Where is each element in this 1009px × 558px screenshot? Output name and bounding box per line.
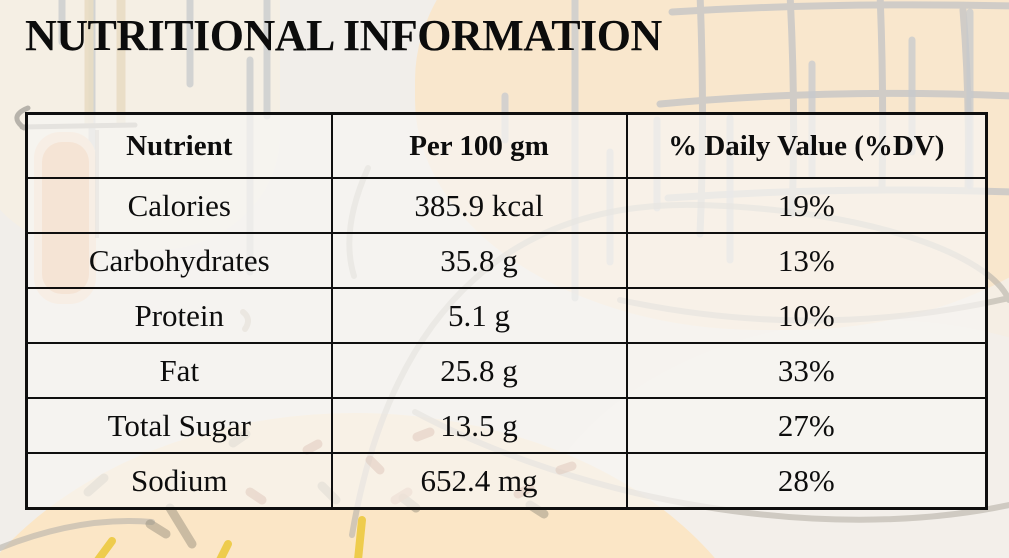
table-row: Protein 5.1 g 10% [25,287,988,344]
table-row: Carbohydrates 35.8 g 13% [25,232,988,289]
column-header-nutrient: Nutrient [25,112,333,179]
cell-amount: 13.5 g [330,397,628,454]
fries-icon [94,516,366,558]
page-title: NUTRITIONAL INFORMATION [25,11,662,60]
cell-nutrient: Carbohydrates [25,232,333,289]
cell-amount: 25.8 g [330,342,628,399]
cell-amount: 652.4 mg [330,452,628,510]
table-row: Total Sugar 13.5 g 27% [25,397,988,454]
cell-daily-value: 33% [625,342,988,399]
cell-nutrient: Sodium [25,452,333,510]
table-row: Fat 25.8 g 33% [25,342,988,399]
cell-daily-value: 13% [625,232,988,289]
cell-amount: 35.8 g [330,232,628,289]
cell-nutrient: Protein [25,287,333,344]
table-row: Calories 385.9 kcal 19% [25,177,988,234]
cell-daily-value: 19% [625,177,988,234]
cell-nutrient: Calories [25,177,333,234]
cell-nutrient: Total Sugar [25,397,333,454]
column-header-per-100gm: Per 100 gm [330,112,628,179]
cell-amount: 385.9 kcal [330,177,628,234]
nutrition-table: Nutrient Per 100 gm % Daily Value (%DV) … [25,112,988,510]
table-row: Sodium 652.4 mg 28% [25,452,988,510]
nutrition-table-container: Nutrient Per 100 gm % Daily Value (%DV) … [25,112,988,510]
cell-daily-value: 27% [625,397,988,454]
cell-amount: 5.1 g [330,287,628,344]
table-header-row: Nutrient Per 100 gm % Daily Value (%DV) [25,112,988,179]
cell-daily-value: 10% [625,287,988,344]
cell-nutrient: Fat [25,342,333,399]
cell-daily-value: 28% [625,452,988,510]
column-header-daily-value: % Daily Value (%DV) [625,112,988,179]
